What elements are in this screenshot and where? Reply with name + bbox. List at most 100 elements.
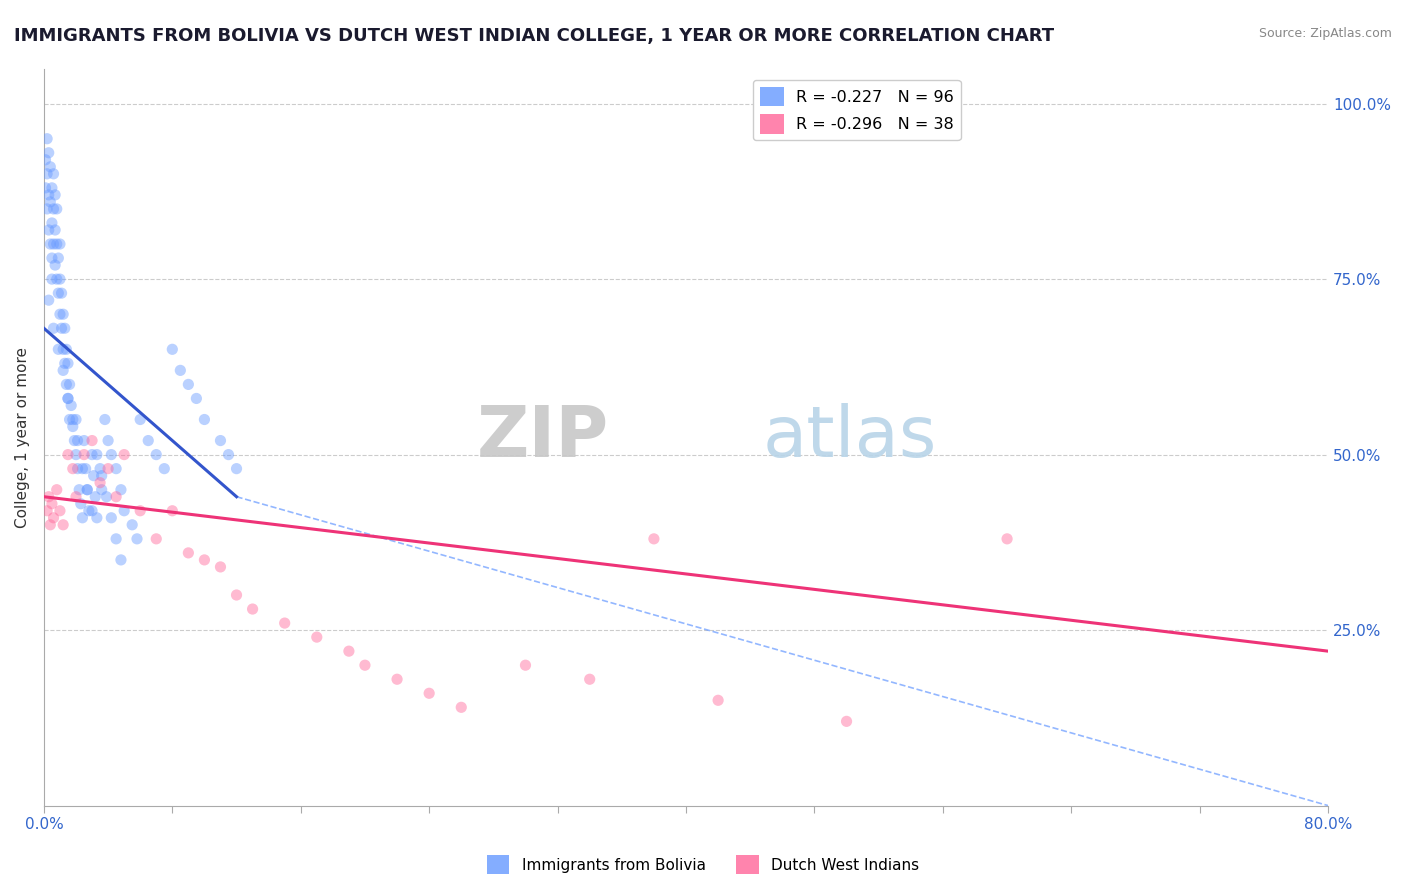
Point [62, 419, 84, 434]
Point [45, 272, 67, 286]
Point [177, 546, 200, 560]
Point [52, 343, 75, 357]
Point [41, 181, 63, 195]
Point [44, 223, 66, 237]
Point [225, 461, 247, 475]
Point [39, 194, 62, 209]
Point [46, 286, 69, 301]
Point [41, 497, 63, 511]
Point [55, 343, 77, 357]
Point [209, 434, 232, 448]
Point [100, 510, 122, 524]
Point [52, 307, 75, 321]
Point [162, 343, 184, 357]
Point [58, 412, 80, 426]
Point [34, 181, 56, 195]
Text: atlas: atlas [763, 402, 938, 472]
Point [62, 412, 84, 426]
Point [39, 237, 62, 252]
Point [96, 490, 118, 504]
Point [34, 153, 56, 167]
Point [89, 475, 111, 490]
Point [193, 553, 215, 567]
Point [60, 399, 83, 413]
Point [65, 490, 87, 504]
Point [110, 483, 132, 497]
Point [418, 686, 440, 700]
Point [707, 693, 730, 707]
Point [385, 672, 408, 686]
Point [110, 553, 132, 567]
Point [218, 448, 240, 462]
Point [73, 448, 96, 462]
Point [186, 392, 208, 406]
Point [305, 630, 328, 644]
Point [41, 216, 63, 230]
Point [45, 202, 67, 216]
Point [65, 412, 87, 426]
Point [225, 588, 247, 602]
Text: ZIP: ZIP [477, 402, 609, 472]
Point [89, 461, 111, 475]
Point [42, 237, 65, 252]
Point [354, 658, 377, 673]
Point [136, 434, 159, 448]
Point [129, 504, 152, 518]
Text: Source: ZipAtlas.com: Source: ZipAtlas.com [1258, 27, 1392, 40]
Point [84, 490, 107, 504]
Point [515, 658, 537, 673]
Point [42, 167, 65, 181]
Point [162, 504, 184, 518]
Point [105, 461, 128, 475]
Point [112, 504, 135, 518]
Point [39, 517, 62, 532]
Point [38, 145, 60, 160]
Point [72, 510, 94, 524]
Point [56, 392, 79, 406]
Point [49, 272, 72, 286]
Point [153, 461, 176, 475]
Point [44, 258, 66, 272]
Point [49, 237, 72, 252]
Point [105, 490, 128, 504]
Point [38, 293, 60, 308]
Point [209, 560, 232, 574]
Point [51, 321, 73, 335]
Point [69, 497, 91, 511]
Point [112, 448, 135, 462]
Text: IMMIGRANTS FROM BOLIVIA VS DUTCH WEST INDIAN COLLEGE, 1 YEAR OR MORE CORRELATION: IMMIGRANTS FROM BOLIVIA VS DUTCH WEST IN… [14, 27, 1054, 45]
Point [80, 504, 103, 518]
Point [177, 377, 200, 392]
Point [90, 483, 112, 497]
Point [90, 468, 112, 483]
Point [67, 483, 90, 497]
Point [75, 461, 97, 475]
Point [97, 461, 120, 475]
Legend: R = -0.227   N = 96, R = -0.296   N = 38: R = -0.227 N = 96, R = -0.296 N = 38 [754, 80, 960, 140]
Point [337, 644, 360, 658]
Point [76, 483, 98, 497]
Point [77, 504, 100, 518]
Point [52, 363, 75, 377]
Legend: Immigrants from Bolivia, Dutch West Indians: Immigrants from Bolivia, Dutch West Indi… [481, 849, 925, 880]
Point [49, 504, 72, 518]
Point [45, 237, 67, 252]
Point [80, 434, 103, 448]
Point [45, 483, 67, 497]
Point [80, 448, 103, 462]
Point [97, 434, 120, 448]
Point [56, 392, 79, 406]
Point [35, 202, 58, 216]
Y-axis label: College, 1 year or more: College, 1 year or more [15, 347, 30, 527]
Point [72, 461, 94, 475]
Point [38, 187, 60, 202]
Point [58, 377, 80, 392]
Point [55, 377, 77, 392]
Point [42, 510, 65, 524]
Point [39, 160, 62, 174]
Point [86, 448, 108, 462]
Point [995, 532, 1018, 546]
Point [53, 321, 76, 335]
Point [56, 448, 79, 462]
Point [169, 363, 191, 377]
